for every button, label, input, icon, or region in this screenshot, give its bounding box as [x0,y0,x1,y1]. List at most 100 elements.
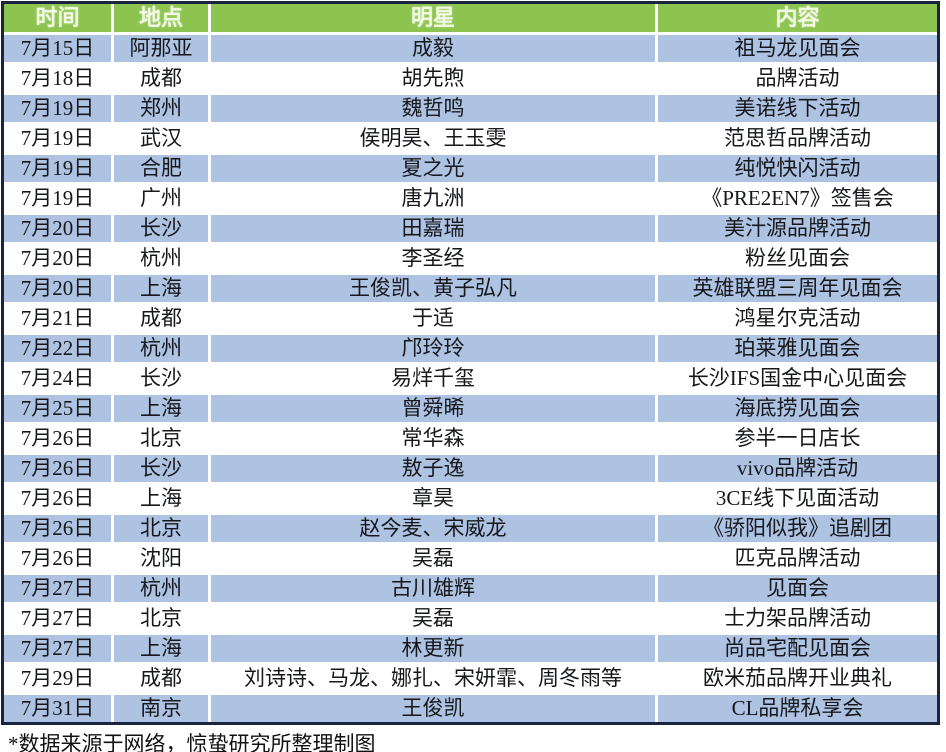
cell-location: 杭州 [112,333,211,365]
cell-time: 7月27日 [2,633,114,665]
cell-location: 南京 [112,693,211,724]
cell-time: 7月24日 [2,363,114,395]
cell-time: 7月18日 [2,63,114,95]
cell-time: 7月20日 [2,243,114,275]
cell-content: 英雄联盟三周年见面会 [656,273,939,305]
table-row: 7月26日 长沙 敖子逸 vivo品牌活动 [2,453,939,485]
table-row: 7月26日 北京 赵今麦、宋威龙 《骄阳似我》追剧团 [2,513,939,545]
cell-content: 珀莱雅见面会 [656,333,939,365]
cell-star: 吴磊 [209,603,658,635]
cell-time: 7月27日 [2,603,114,635]
cell-content: CL品牌私享会 [656,693,939,724]
cell-star: 李圣经 [209,243,658,275]
cell-content: 《骄阳似我》追剧团 [656,513,939,545]
cell-content: 尚品宅配见面会 [656,633,939,665]
cell-location: 北京 [112,513,211,545]
cell-time: 7月26日 [2,543,114,575]
cell-content: 3CE线下见面活动 [656,483,939,515]
cell-content: 纯悦快闪活动 [656,153,939,185]
cell-star: 成毅 [209,33,658,65]
cell-location: 广州 [112,183,211,215]
cell-time: 7月19日 [2,153,114,185]
cell-time: 7月26日 [2,513,114,545]
cell-location: 杭州 [112,243,211,275]
cell-star: 于适 [209,303,658,335]
table-row: 7月15日 阿那亚 成毅 祖马龙见面会 [2,33,939,65]
cell-content: 士力架品牌活动 [656,603,939,635]
cell-time: 7月27日 [2,573,114,605]
cell-location: 上海 [112,273,211,305]
cell-star: 刘诗诗、马龙、娜扎、宋妍霏、周冬雨等 [209,663,658,695]
cell-content: 见面会 [656,573,939,605]
cell-location: 武汉 [112,123,211,155]
cell-star: 夏之光 [209,153,658,185]
table-row: 7月25日 上海 曾舜晞 海底捞见面会 [2,393,939,425]
cell-time: 7月29日 [2,663,114,695]
cell-location: 成都 [112,63,211,95]
cell-star: 唐九洲 [209,183,658,215]
cell-content: 海底捞见面会 [656,393,939,425]
cell-star: 赵今麦、宋威龙 [209,513,658,545]
cell-content: vivo品牌活动 [656,453,939,485]
table-row: 7月29日 成都 刘诗诗、马龙、娜扎、宋妍霏、周冬雨等 欧米茄品牌开业典礼 [2,663,939,695]
table-row: 7月19日 合肥 夏之光 纯悦快闪活动 [2,153,939,185]
cell-star: 侯明昊、王玉雯 [209,123,658,155]
column-header-star: 明星 [209,2,658,35]
cell-time: 7月26日 [2,453,114,485]
cell-location: 合肥 [112,153,211,185]
table-row: 7月19日 武汉 侯明昊、王玉雯 范思哲品牌活动 [2,123,939,155]
table-row: 7月21日 成都 于适 鸿星尔克活动 [2,303,939,335]
cell-star: 胡先煦 [209,63,658,95]
cell-content: 品牌活动 [656,63,939,95]
table-row: 7月19日 广州 唐九洲 《PRE2EN7》签售会 [2,183,939,215]
cell-content: 粉丝见面会 [656,243,939,275]
cell-location: 郑州 [112,93,211,125]
cell-star: 曾舜晞 [209,393,658,425]
cell-location: 长沙 [112,363,211,395]
cell-star: 王俊凯、黄子弘凡 [209,273,658,305]
cell-content: 《PRE2EN7》签售会 [656,183,939,215]
cell-time: 7月20日 [2,273,114,305]
table-row: 7月27日 杭州 古川雄辉 见面会 [2,573,939,605]
table-row: 7月27日 上海 林更新 尚品宅配见面会 [2,633,939,665]
cell-location: 成都 [112,303,211,335]
cell-star: 敖子逸 [209,453,658,485]
cell-location: 成都 [112,663,211,695]
cell-content: 祖马龙见面会 [656,33,939,65]
cell-time: 7月25日 [2,393,114,425]
cell-content: 美诺线下活动 [656,93,939,125]
table-row: 7月19日 郑州 魏哲鸣 美诺线下活动 [2,93,939,125]
column-header-content: 内容 [656,2,939,35]
schedule-table: 时间 地点 明星 内容 7月15日 阿那亚 成毅 祖马龙见面会 7月18日 成都 胡先煦 品牌… [1,1,940,725]
cell-star: 易烊千玺 [209,363,658,395]
cell-star: 邝玲玲 [209,333,658,365]
cell-time: 7月31日 [2,693,114,724]
cell-time: 7月20日 [2,213,114,245]
cell-content: 鸿星尔克活动 [656,303,939,335]
table-row: 7月20日 杭州 李圣经 粉丝见面会 [2,243,939,275]
cell-star: 吴磊 [209,543,658,575]
cell-location: 杭州 [112,573,211,605]
table-row: 7月20日 长沙 田嘉瑞 美汁源品牌活动 [2,213,939,245]
cell-location: 上海 [112,483,211,515]
cell-star: 田嘉瑞 [209,213,658,245]
cell-location: 上海 [112,633,211,665]
cell-star: 林更新 [209,633,658,665]
cell-location: 北京 [112,423,211,455]
table-row: 7月22日 杭州 邝玲玲 珀莱雅见面会 [2,333,939,365]
cell-content: 欧米茄品牌开业典礼 [656,663,939,695]
cell-time: 7月15日 [2,33,114,65]
cell-star: 魏哲鸣 [209,93,658,125]
cell-content: 匹克品牌活动 [656,543,939,575]
footnote: *数据来源于网络，惊蛰研究所整理制图 [8,732,376,752]
cell-content: 参半一日店长 [656,423,939,455]
table-row: 7月31日 南京 王俊凯 CL品牌私享会 [2,693,939,724]
cell-location: 阿那亚 [112,33,211,65]
cell-location: 沈阳 [112,543,211,575]
table-row: 7月26日 沈阳 吴磊 匹克品牌活动 [2,543,939,575]
cell-time: 7月22日 [2,333,114,365]
column-header-location: 地点 [112,2,211,35]
table-row: 7月18日 成都 胡先煦 品牌活动 [2,63,939,95]
cell-location: 长沙 [112,453,211,485]
